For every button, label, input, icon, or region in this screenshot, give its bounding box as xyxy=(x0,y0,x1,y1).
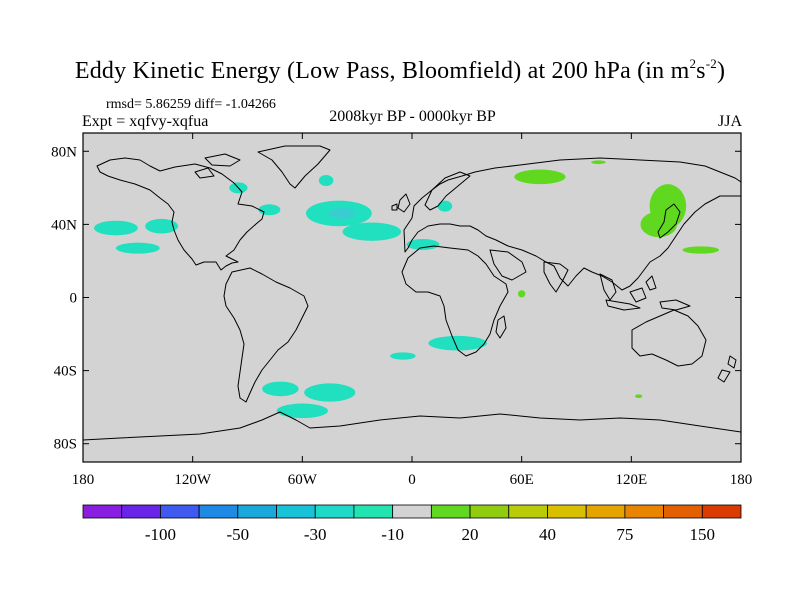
coast-eurasia xyxy=(403,157,741,291)
anomaly-mid-atlantic xyxy=(342,222,402,241)
colorbar-label: -30 xyxy=(304,525,327,544)
colorbar-label: -50 xyxy=(226,525,249,544)
anomaly-layer xyxy=(93,160,720,419)
coast-southeast-asia xyxy=(599,273,691,311)
map-background xyxy=(83,133,741,462)
y-tick-label: 80S xyxy=(54,437,77,453)
coastlines xyxy=(83,145,741,441)
colorbar-label: 150 xyxy=(690,525,716,544)
colorbar-swatch xyxy=(430,504,471,519)
coast-scandinavia xyxy=(424,171,471,211)
anomaly-s-africa xyxy=(428,335,487,351)
x-tick-label: 180 xyxy=(730,472,753,488)
coast-arctic-islands xyxy=(194,153,241,179)
coast-africa xyxy=(401,245,509,357)
colorbar-label: 20 xyxy=(462,525,479,544)
y-tick-label: 40N xyxy=(51,217,77,233)
y-tick-label: 80N xyxy=(51,144,77,160)
anomaly-n-atlantic-core xyxy=(329,207,356,219)
colorbar-swatch xyxy=(469,504,510,519)
x-tick-label: 0 xyxy=(408,472,416,488)
experiment-label: Expt = xqfvy-xqfua xyxy=(82,113,209,130)
coast-north-america xyxy=(96,157,265,271)
colorbar-swatch xyxy=(160,504,200,519)
colorbar-swatch xyxy=(314,504,355,519)
colorbar-swatch xyxy=(392,504,432,519)
coast-greenland xyxy=(257,145,331,189)
anomaly-n-pacific-mid xyxy=(145,218,179,234)
coast-india xyxy=(543,261,569,293)
stats-text: rmsd= 5.86259 diff= -1.04266 xyxy=(106,97,276,112)
colorbar-label: 40 xyxy=(539,525,556,544)
anomaly-arctic xyxy=(591,160,606,165)
coast-japan xyxy=(657,203,681,239)
coast-british-isles xyxy=(391,193,411,213)
colorbar-label: -10 xyxy=(381,525,404,544)
coast-south-america xyxy=(223,267,309,403)
coast-madagascar xyxy=(495,315,507,339)
colorbar: -100 -50 -30 -10 20 40 75 150 xyxy=(82,504,742,544)
colorbar-label: -100 xyxy=(145,525,176,544)
period-label: 2008kyr BP - 0000kyr BP xyxy=(329,108,496,125)
colorbar-swatch xyxy=(663,504,703,519)
anomaly-europe xyxy=(437,200,453,212)
x-tick-label: 120E xyxy=(615,472,647,488)
colorbar-swatch xyxy=(82,504,123,519)
anomaly-east-africa xyxy=(518,290,526,298)
anomaly-n-pacific-west xyxy=(93,220,138,236)
anomaly-nw-pacific xyxy=(640,211,678,238)
x-tick-label: 60W xyxy=(288,472,318,488)
colorbar-swatch xyxy=(701,504,742,519)
anomaly-n-africa xyxy=(406,239,440,250)
x-tick-label: 60E xyxy=(510,472,534,488)
coast-new-zealand xyxy=(717,355,737,383)
y-tick-label: 40S xyxy=(54,364,77,380)
colorbar-swatch xyxy=(237,504,277,519)
anomaly-patagonia xyxy=(262,381,299,397)
anomaly-s-indian xyxy=(634,394,643,399)
colorbar-swatch xyxy=(121,504,161,519)
x-tick-label: 120W xyxy=(174,472,212,488)
season-label: JJA xyxy=(717,113,742,130)
y-tick-label: 0 xyxy=(70,291,78,307)
coast-australia xyxy=(631,309,707,367)
anomaly-drake xyxy=(276,403,328,419)
anomaly-n-pacific-east xyxy=(682,246,720,254)
colorbar-swatch xyxy=(585,504,626,519)
coast-antarctica xyxy=(83,411,741,441)
anomaly-greenland-south xyxy=(318,175,334,187)
anomaly-s-atlantic xyxy=(390,352,416,360)
colorbar-swatch xyxy=(547,504,587,519)
colorbar-swatch xyxy=(276,504,316,519)
map-axes: 80N 40N 0 40S 80S 180 120W 60W 0 60E 120E 180 xyxy=(51,133,752,488)
x-tick-label: 180 xyxy=(72,472,95,488)
anomaly-s-atlantic-south xyxy=(304,383,356,402)
anomaly-ne-pacific xyxy=(115,242,160,254)
colorbar-swatch xyxy=(198,504,239,519)
colorbar-swatch xyxy=(624,504,664,519)
colorbar-label: 75 xyxy=(616,525,633,544)
anomaly-siberia xyxy=(514,169,566,185)
coast-arabia xyxy=(489,249,527,281)
anomaly-canada xyxy=(258,204,281,216)
colorbar-swatch xyxy=(353,504,394,519)
colorbar-swatch xyxy=(508,504,548,519)
map-title: Eddy Kinetic Energy (Low Pass, Bloomfiel… xyxy=(74,56,726,84)
